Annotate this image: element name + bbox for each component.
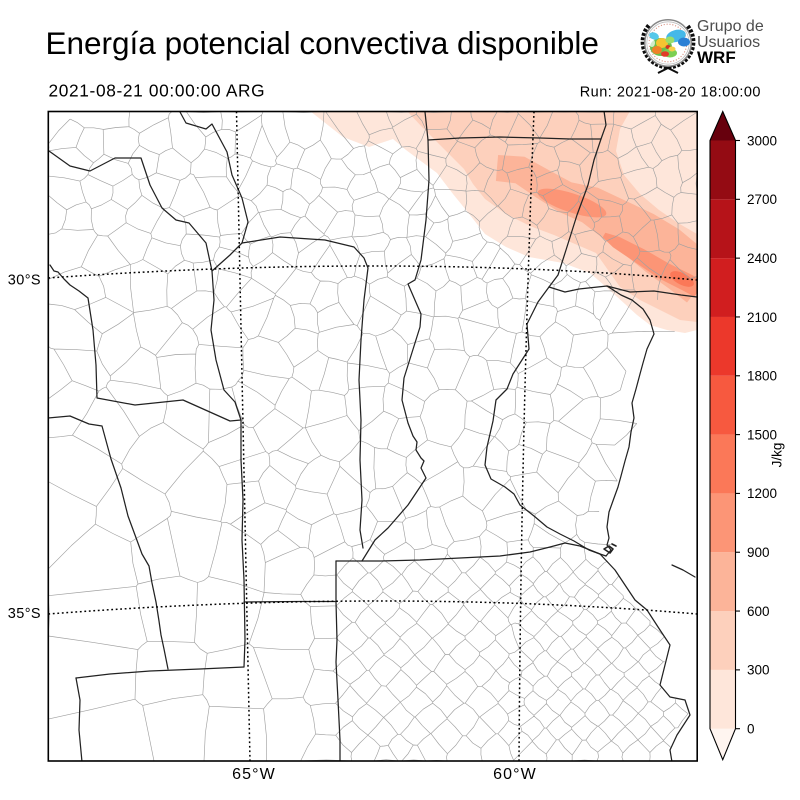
svg-text:WRF: WRF (697, 48, 736, 67)
svg-text:35°S: 35°S (8, 606, 41, 622)
svg-text:300: 300 (747, 663, 770, 678)
svg-text:65°W: 65°W (232, 766, 276, 783)
svg-text:2021-08-21 00:00:00 ARG: 2021-08-21 00:00:00 ARG (49, 81, 266, 101)
svg-text:1800: 1800 (747, 369, 777, 384)
svg-text:3000: 3000 (747, 133, 777, 148)
svg-text:Usuarios: Usuarios (697, 34, 760, 51)
svg-text:2400: 2400 (747, 251, 777, 266)
svg-text:1200: 1200 (747, 486, 777, 501)
svg-text:60°W: 60°W (493, 766, 537, 783)
svg-text:Run: 2021-08-20 18:00:00: Run: 2021-08-20 18:00:00 (580, 85, 761, 101)
svg-text:900: 900 (747, 545, 770, 560)
svg-text:0: 0 (747, 722, 755, 737)
svg-text:2100: 2100 (747, 310, 777, 325)
svg-text:1500: 1500 (747, 427, 777, 442)
svg-text:J/kg: J/kg (770, 443, 785, 468)
svg-text:Grupo de: Grupo de (697, 18, 764, 35)
svg-text:2700: 2700 (747, 192, 777, 207)
svg-text:30°S: 30°S (8, 273, 41, 289)
svg-text:Energía potencial convectiva d: Energía potencial convectiva disponible (46, 25, 599, 61)
svg-text:600: 600 (747, 604, 770, 619)
